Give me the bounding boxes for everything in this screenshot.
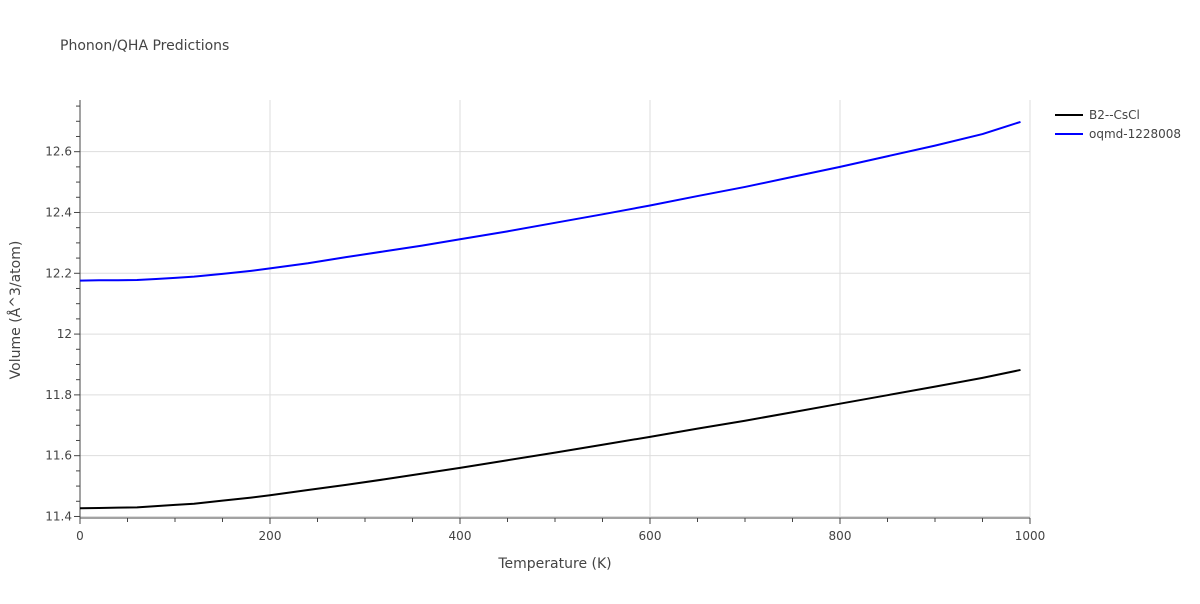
y-tick-label: 11.8 xyxy=(45,388,72,402)
x-tick-label: 200 xyxy=(259,529,282,543)
legend[interactable]: B2--CsCl oqmd-1228008 xyxy=(1055,108,1181,141)
x-tick-label: 1000 xyxy=(1015,529,1046,543)
legend-item-oqmd-1228008[interactable]: oqmd-1228008 xyxy=(1055,127,1181,141)
legend-item-b2-cscl[interactable]: B2--CsCl xyxy=(1055,108,1140,122)
tick-labels: 0 200 400 600 800 1000 11.4 11.6 11.8 12 12.2 12.4 1… xyxy=(45,145,1045,543)
axes xyxy=(74,100,1031,524)
y-tick-label: 11.6 xyxy=(45,449,72,463)
x-tick-label: 600 xyxy=(639,529,662,543)
series-lines xyxy=(79,120,1021,510)
x-tick-label: 0 xyxy=(76,529,84,543)
y-tick-label: 12.6 xyxy=(45,145,72,159)
y-axis-title: Volume (Å^3/atom) xyxy=(7,241,24,380)
series-line-oqmd-1228008[interactable] xyxy=(79,120,1021,282)
x-tick-label: 800 xyxy=(829,529,852,543)
x-axis-title: Temperature (K) xyxy=(497,556,611,572)
y-tick-label: 11.4 xyxy=(45,509,72,523)
legend-label-oqmd-1228008: oqmd-1228008 xyxy=(1089,127,1181,141)
y-tick-label: 12.2 xyxy=(45,266,72,280)
grid-lines xyxy=(80,100,1031,518)
legend-label-b2-cscl: B2--CsCl xyxy=(1089,108,1140,122)
y-tick-label: 12 xyxy=(57,327,72,341)
chart-title: Phonon/QHA Predictions xyxy=(60,38,229,54)
series-line-b2-cscl[interactable] xyxy=(79,368,1021,510)
x-tick-label: 400 xyxy=(449,529,472,543)
y-tick-label: 12.4 xyxy=(45,205,72,219)
